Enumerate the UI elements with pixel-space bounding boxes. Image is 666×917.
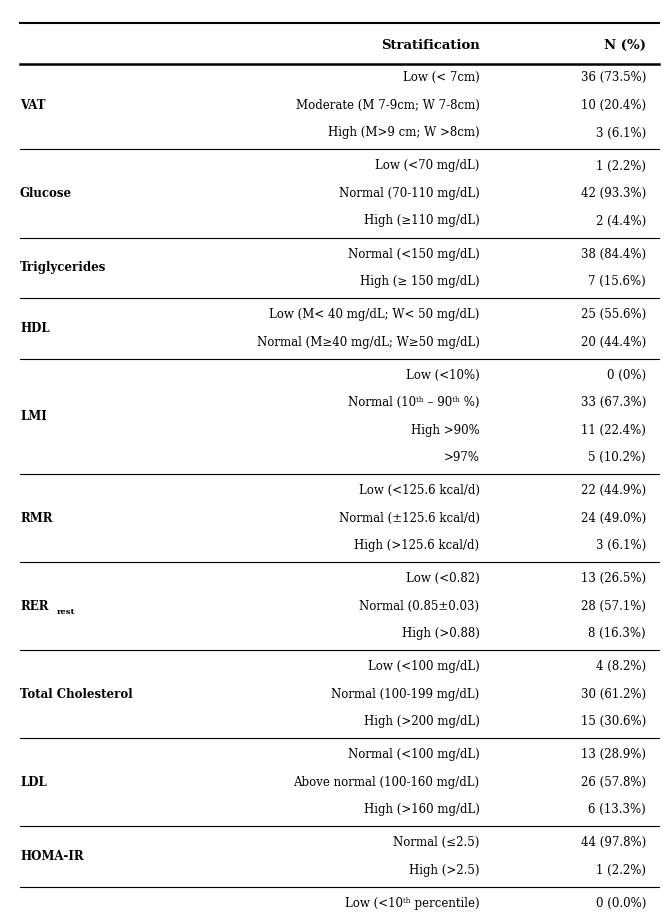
Text: Normal (10ᵗʰ – 90ᵗʰ %): Normal (10ᵗʰ – 90ᵗʰ %) <box>348 396 480 409</box>
Text: High (≥110 mg/dL): High (≥110 mg/dL) <box>364 215 480 227</box>
Text: 28 (57.1%): 28 (57.1%) <box>581 600 646 613</box>
Text: >97%: >97% <box>444 451 480 464</box>
Text: Normal (0.85±0.03): Normal (0.85±0.03) <box>360 600 480 613</box>
Text: HDL: HDL <box>20 322 49 335</box>
Text: 22 (44.9%): 22 (44.9%) <box>581 484 646 497</box>
Text: 2 (4.4%): 2 (4.4%) <box>596 215 646 227</box>
Text: LMI: LMI <box>20 410 47 423</box>
Text: HOMA-IR: HOMA-IR <box>20 850 84 863</box>
Text: 3 (6.1%): 3 (6.1%) <box>596 127 646 139</box>
Text: 15 (30.6%): 15 (30.6%) <box>581 715 646 728</box>
Text: High >90%: High >90% <box>411 424 480 436</box>
Text: Triglycerides: Triglycerides <box>20 261 107 274</box>
Text: 26 (57.8%): 26 (57.8%) <box>581 776 646 789</box>
Text: 25 (55.6%): 25 (55.6%) <box>581 308 646 321</box>
Text: High (M>9 cm; W >8cm): High (M>9 cm; W >8cm) <box>328 127 480 139</box>
Text: High (>0.88): High (>0.88) <box>402 627 480 640</box>
Text: 0 (0%): 0 (0%) <box>607 369 646 381</box>
Text: Low (<10%): Low (<10%) <box>406 369 480 381</box>
Text: Low (<125.6 kcal/d): Low (<125.6 kcal/d) <box>358 484 480 497</box>
Text: 0 (0.0%): 0 (0.0%) <box>595 897 646 910</box>
Text: 36 (73.5%): 36 (73.5%) <box>581 72 646 84</box>
Text: Normal (70-110 mg/dL): Normal (70-110 mg/dL) <box>339 187 480 200</box>
Text: 42 (93.3%): 42 (93.3%) <box>581 187 646 200</box>
Text: 7 (15.6%): 7 (15.6%) <box>588 275 646 288</box>
Text: Stratification: Stratification <box>381 39 480 52</box>
Text: High (>160 mg/dL): High (>160 mg/dL) <box>364 803 480 816</box>
Text: High (≥ 150 mg/dL): High (≥ 150 mg/dL) <box>360 275 480 288</box>
Text: Glucose: Glucose <box>20 187 72 200</box>
Text: 3 (6.1%): 3 (6.1%) <box>596 539 646 552</box>
Text: 33 (67.3%): 33 (67.3%) <box>581 396 646 409</box>
Text: Low (<0.82): Low (<0.82) <box>406 572 480 585</box>
Text: 13 (28.9%): 13 (28.9%) <box>581 748 646 761</box>
Text: VAT: VAT <box>20 99 45 112</box>
Text: LDL: LDL <box>20 776 47 789</box>
Text: Low (<10ᵗʰ percentile): Low (<10ᵗʰ percentile) <box>345 897 480 910</box>
Text: 30 (61.2%): 30 (61.2%) <box>581 688 646 701</box>
Text: 5 (10.2%): 5 (10.2%) <box>588 451 646 464</box>
Text: Normal (M≥40 mg/dL; W≥50 mg/dL): Normal (M≥40 mg/dL; W≥50 mg/dL) <box>256 336 480 348</box>
Text: 24 (49.0%): 24 (49.0%) <box>581 512 646 525</box>
Text: Normal (100-199 mg/dL): Normal (100-199 mg/dL) <box>331 688 480 701</box>
Text: Total Cholesterol: Total Cholesterol <box>20 688 133 701</box>
Text: 1 (2.2%): 1 (2.2%) <box>596 160 646 172</box>
Text: 20 (44.4%): 20 (44.4%) <box>581 336 646 348</box>
Text: 10 (20.4%): 10 (20.4%) <box>581 99 646 112</box>
Text: RMR: RMR <box>20 512 53 525</box>
Text: 44 (97.8%): 44 (97.8%) <box>581 836 646 849</box>
Text: 13 (26.5%): 13 (26.5%) <box>581 572 646 585</box>
Text: 6 (13.3%): 6 (13.3%) <box>588 803 646 816</box>
Text: High (>2.5): High (>2.5) <box>409 864 480 877</box>
Text: RER: RER <box>20 600 49 613</box>
Text: Moderate (M 7-9cm; W 7-8cm): Moderate (M 7-9cm; W 7-8cm) <box>296 99 480 112</box>
Text: 38 (84.4%): 38 (84.4%) <box>581 248 646 260</box>
Text: 1 (2.2%): 1 (2.2%) <box>596 864 646 877</box>
Text: N (%): N (%) <box>604 39 646 52</box>
Text: 11 (22.4%): 11 (22.4%) <box>581 424 646 436</box>
Text: Low (M< 40 mg/dL; W< 50 mg/dL): Low (M< 40 mg/dL; W< 50 mg/dL) <box>269 308 480 321</box>
Text: Low (< 7cm): Low (< 7cm) <box>403 72 480 84</box>
Text: High (>125.6 kcal/d): High (>125.6 kcal/d) <box>354 539 480 552</box>
Text: Normal (<150 mg/dL): Normal (<150 mg/dL) <box>348 248 480 260</box>
Text: High (>200 mg/dL): High (>200 mg/dL) <box>364 715 480 728</box>
Text: Above normal (100-160 mg/dL): Above normal (100-160 mg/dL) <box>294 776 480 789</box>
Text: Normal (<100 mg/dL): Normal (<100 mg/dL) <box>348 748 480 761</box>
Text: Low (<100 mg/dL): Low (<100 mg/dL) <box>368 660 480 673</box>
Text: rest: rest <box>57 608 75 616</box>
Text: 4 (8.2%): 4 (8.2%) <box>596 660 646 673</box>
Text: Normal (≤2.5): Normal (≤2.5) <box>393 836 480 849</box>
Text: Normal (±125.6 kcal/d): Normal (±125.6 kcal/d) <box>338 512 480 525</box>
Text: Low (<70 mg/dL): Low (<70 mg/dL) <box>375 160 480 172</box>
Text: 8 (16.3%): 8 (16.3%) <box>588 627 646 640</box>
